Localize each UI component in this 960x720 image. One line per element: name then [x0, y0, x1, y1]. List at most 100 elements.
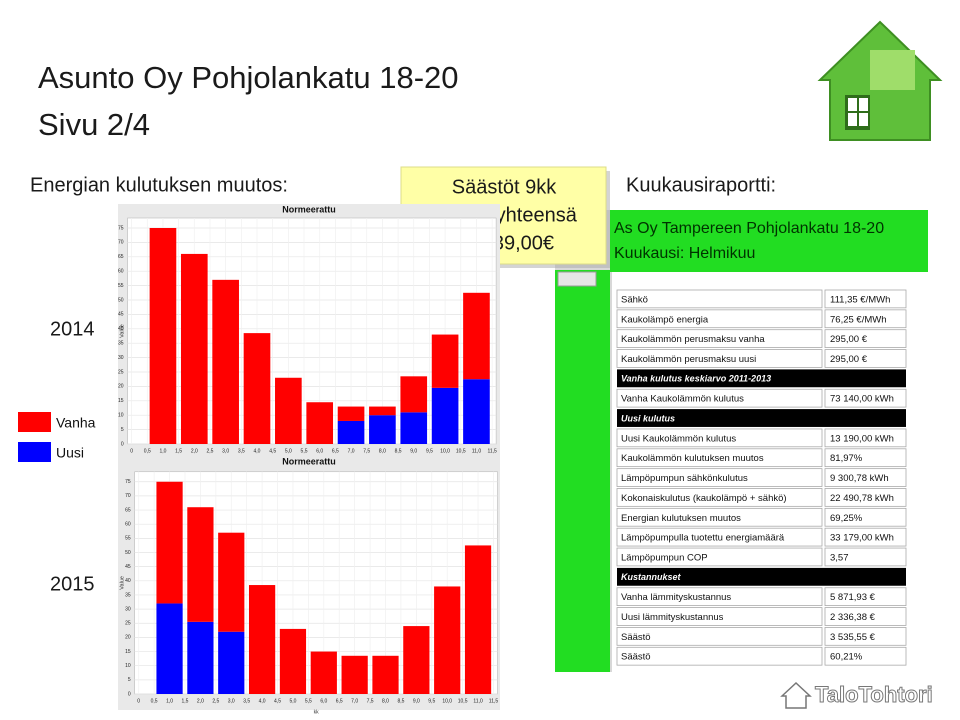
- report-month: Kuukausi: Helmikuu: [614, 245, 755, 262]
- value-cell: [824, 309, 907, 329]
- y-tick-label: 60: [125, 522, 131, 528]
- bar-segment: [156, 481, 183, 604]
- x-tick-label: 4,0: [254, 448, 261, 454]
- row-label: Säästö: [621, 632, 651, 643]
- x-tick-label: 9,5: [428, 698, 435, 704]
- y-tick-label: 40: [125, 578, 131, 584]
- value-cell: [824, 607, 907, 626]
- x-tick-label: 5,0: [289, 698, 296, 704]
- bar-segment: [431, 387, 459, 444]
- row-label: Lämpöpumpun sähkönkulutus: [621, 473, 748, 484]
- x-tick-label: 7,0: [351, 698, 358, 704]
- logo: TaloTohtori: [780, 681, 933, 709]
- y-axis-label: Value: [119, 576, 125, 590]
- x-tick-label: 8,0: [379, 448, 386, 454]
- row-value: 22 490,78 kWh: [830, 493, 894, 504]
- section-text: Kustannukset: [621, 572, 682, 582]
- label-cell: [616, 587, 823, 607]
- house-icon: [817, 20, 943, 141]
- bar-segment: [372, 655, 399, 694]
- row-value: 73 140,00 kWh: [830, 394, 894, 405]
- bar-segment: [218, 631, 245, 694]
- row-label: Kaukolämmön kulutuksen muutos: [621, 453, 764, 464]
- bar-segment: [243, 333, 271, 444]
- row-value: 69,25%: [830, 513, 863, 524]
- bar-segment: [431, 334, 459, 388]
- y-tick-label: 35: [118, 341, 124, 347]
- section-text: Vanha kulutus keskiarvo 2011-2013: [621, 374, 771, 384]
- section-row: [617, 369, 906, 388]
- y-tick-label: 55: [125, 536, 131, 542]
- x-tick-label: 7,0: [348, 448, 355, 454]
- chart-title: Normeerattu: [282, 204, 336, 214]
- bar-segment: [180, 253, 208, 444]
- label-cell: [616, 349, 823, 368]
- row-value: 295,00 €: [830, 334, 868, 345]
- y-tick-label: 50: [118, 297, 124, 303]
- x-tick-label: 4,5: [269, 448, 276, 454]
- section-row: [617, 409, 906, 427]
- x-tick-label: 8,5: [397, 698, 404, 704]
- subtitle: Sivu 2/4: [38, 107, 150, 142]
- bar-segment: [403, 626, 430, 694]
- x-tick-label: 4,0: [259, 698, 266, 704]
- x-tick-label: 2,0: [191, 448, 198, 454]
- x-tick-label: 0: [137, 698, 140, 704]
- row-value: 111,35 €/MWh: [830, 294, 890, 305]
- year-label: 2015: [50, 573, 95, 595]
- value-cell: [824, 428, 907, 448]
- x-tick-label: 2,0: [197, 698, 204, 704]
- y-tick-label: 0: [128, 691, 131, 697]
- row-value: 9 300,78 kWh: [830, 473, 889, 484]
- left-heading: Energian kulutuksen muutos:: [30, 174, 288, 196]
- y-tick-label: 15: [118, 398, 124, 404]
- bar-segment: [248, 585, 276, 694]
- legend-label: Vanha: [56, 415, 96, 431]
- row-value: 3 535,55 €: [830, 632, 876, 643]
- bar-segment: [218, 532, 245, 632]
- y-tick-label: 20: [118, 384, 124, 390]
- label-cell: [616, 627, 823, 646]
- value-cell: [824, 388, 907, 408]
- label-cell: [616, 507, 823, 527]
- row-label: Kokonaiskulutus (kaukolämpö + sähkö): [621, 493, 787, 504]
- label-cell: [616, 428, 823, 448]
- label-cell: [616, 309, 823, 329]
- report-heading: Kuukausiraportti:: [626, 174, 776, 196]
- y-tick-label: 5: [128, 677, 131, 683]
- bar-segment: [187, 507, 214, 622]
- y-tick-label: 65: [125, 507, 131, 513]
- value-cell: [824, 547, 907, 567]
- bar-segment: [463, 292, 490, 380]
- x-tick-label: 5,0: [285, 448, 292, 454]
- report-header: [610, 210, 928, 272]
- x-tick-label: 11,5: [489, 698, 499, 704]
- x-tick-label: 5,5: [301, 448, 308, 454]
- section-text: Uusi kulutus: [621, 413, 675, 423]
- x-tick-label: 6,0: [320, 698, 327, 704]
- y-tick-label: 70: [125, 493, 131, 499]
- x-tick-label: 1,0: [159, 448, 166, 454]
- y-tick-label: 5: [121, 427, 124, 433]
- x-tick-label: 11,5: [487, 448, 497, 454]
- row-label: Kaukolämpö energia: [621, 314, 709, 325]
- row-value: 33 179,00 kWh: [830, 533, 894, 544]
- bar-segment: [341, 655, 368, 694]
- label-cell: [616, 646, 823, 666]
- x-tick-label: 2,5: [206, 448, 213, 454]
- report-side: [555, 270, 610, 672]
- bar-segment: [369, 415, 396, 444]
- y-tick-label: 75: [118, 225, 124, 231]
- x-tick-label: 1,5: [175, 448, 182, 454]
- section-row: [617, 567, 906, 586]
- x-tick-label: 3,0: [228, 698, 235, 704]
- label-cell: [616, 488, 823, 507]
- x-tick-label: 7,5: [367, 698, 374, 704]
- value-cell: [824, 448, 907, 468]
- bar-segment: [434, 586, 461, 694]
- value-cell: [824, 289, 907, 309]
- value-cell: [824, 646, 907, 666]
- y-tick-label: 55: [118, 283, 124, 289]
- row-label: Vanha lämmityskustannus: [621, 592, 731, 603]
